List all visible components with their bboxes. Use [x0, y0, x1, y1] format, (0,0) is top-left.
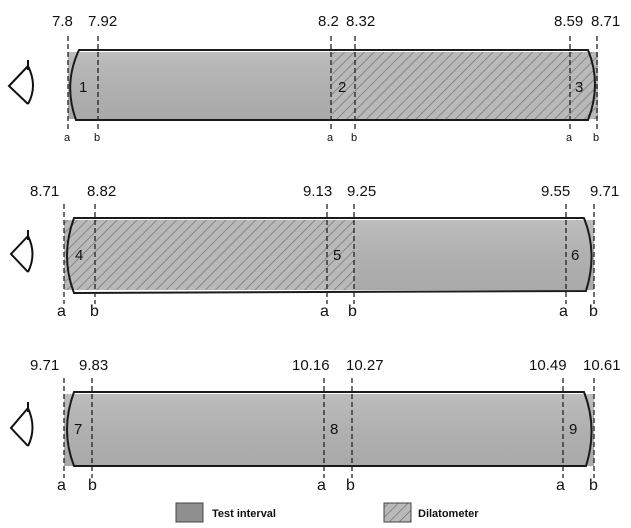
- boundary-marker-label: b: [593, 132, 599, 144]
- segment-fill: [332, 52, 598, 119]
- depth-label: 9.13: [303, 183, 332, 200]
- legend-swatch-test: [175, 502, 204, 523]
- legend: Test interval Dilatometer: [175, 502, 479, 523]
- segment-number: 4: [75, 247, 83, 264]
- boundary-marker-label: a: [64, 132, 71, 144]
- segment-number: 9: [569, 421, 577, 438]
- depth-label: 8.71: [30, 183, 59, 200]
- core-outline: [69, 49, 596, 121]
- boundary-marker-label: b: [589, 477, 598, 494]
- segment-fill: [354, 220, 594, 290]
- segment-fill: [64, 394, 594, 466]
- segment-number: 3: [575, 79, 583, 96]
- boundary-marker-label: b: [351, 132, 357, 144]
- core-outline: [66, 391, 593, 467]
- depth-label: 9.25: [347, 183, 376, 200]
- depth-label: 9.71: [590, 183, 619, 200]
- legend-label-dilatometer: Dilatometer: [418, 508, 479, 520]
- boundary-marker-label: a: [559, 303, 568, 320]
- boundary-marker-label: b: [94, 132, 100, 144]
- boundary-marker-label: a: [57, 303, 66, 320]
- depth-label: 9.55: [541, 183, 570, 200]
- boundary-marker-label: b: [348, 303, 357, 320]
- depth-label: 10.61: [583, 357, 621, 374]
- depth-label: 10.27: [346, 357, 384, 374]
- boundary-marker-label: a: [566, 132, 573, 144]
- depth-label: 9.71: [30, 357, 59, 374]
- segment-number: 1: [79, 79, 87, 96]
- boundary-marker-label: b: [90, 303, 99, 320]
- segment-number: 8: [330, 421, 338, 438]
- boundary-marker-label: a: [317, 477, 326, 494]
- segment-number: 5: [333, 247, 341, 264]
- core-row-2: 8.71 8.82 9.13 9.25 9.55 9.71 4 5 6 a b …: [9, 183, 619, 320]
- segment-number: 6: [571, 247, 579, 264]
- legend-label-test: Test interval: [212, 508, 276, 520]
- segment-number: 2: [338, 79, 346, 96]
- depth-label: 7.92: [88, 13, 117, 30]
- depth-label: 10.16: [292, 357, 330, 374]
- depth-label: 8.59: [554, 13, 583, 30]
- viewer-eye-icon: [7, 60, 34, 105]
- depth-label: 10.49: [529, 357, 567, 374]
- depth-label: 7.8: [52, 13, 73, 30]
- segment-number: 7: [74, 421, 82, 438]
- core-outline: [66, 217, 593, 295]
- depth-label: 8.71: [591, 13, 620, 30]
- boundary-marker-label: b: [589, 303, 598, 320]
- boundary-marker-label: a: [556, 477, 565, 494]
- segment-fill: [64, 220, 354, 290]
- boundary-marker-label: b: [346, 477, 355, 494]
- boundary-marker-label: b: [88, 477, 97, 494]
- legend-swatch-dilatometer: [383, 502, 412, 523]
- segment-fill: [68, 52, 332, 119]
- boundary-marker-label: a: [327, 132, 334, 144]
- boundary-marker-label: a: [57, 477, 66, 494]
- depth-label: 8.2: [318, 13, 339, 30]
- boundary-marker-label: a: [320, 303, 329, 320]
- viewer-eye-icon: [9, 402, 34, 447]
- viewer-eye-icon: [9, 230, 34, 273]
- depth-label: 8.32: [346, 13, 375, 30]
- depth-label: 9.83: [79, 357, 108, 374]
- core-row-1: 7.8 7.92 8.2 8.32 8.59 8.71 1 2 3 a b a …: [7, 13, 620, 144]
- core-row-3: 9.71 9.83 10.16 10.27 10.49 10.61 7 8 9 …: [9, 357, 621, 494]
- depth-label: 8.82: [87, 183, 116, 200]
